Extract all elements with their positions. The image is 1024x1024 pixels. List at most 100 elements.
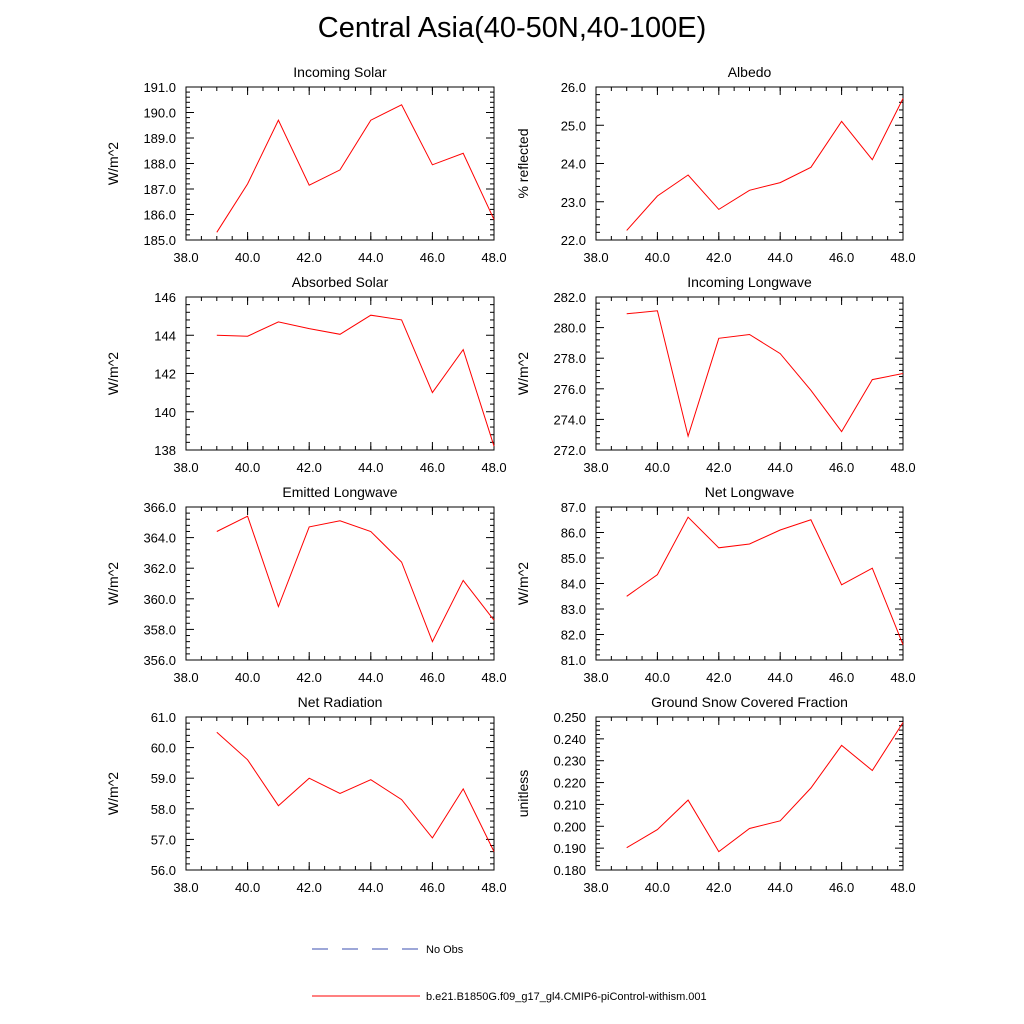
y-tick-label: 362.0 bbox=[143, 561, 176, 576]
y-tick-label: 26.0 bbox=[561, 80, 586, 95]
x-tick-label: 38.0 bbox=[173, 670, 198, 685]
plot-frame bbox=[595, 716, 904, 871]
y-tick-label: 0.210 bbox=[553, 797, 586, 812]
data-point bbox=[493, 619, 496, 622]
y-tick-label: 24.0 bbox=[561, 157, 586, 172]
y-tick-label: 25.0 bbox=[561, 118, 586, 133]
data-point bbox=[369, 314, 372, 317]
data-point bbox=[809, 518, 812, 521]
data-point bbox=[748, 189, 751, 192]
y-tick-label: 82.0 bbox=[561, 628, 586, 643]
x-tick-label: 42.0 bbox=[297, 460, 322, 475]
y-tick-label: 81.0 bbox=[561, 653, 586, 668]
data-point bbox=[840, 583, 843, 586]
data-point bbox=[748, 827, 751, 830]
chart-panel-8: Ground Snow Covered Fraction unitless 38.0… bbox=[515, 694, 916, 895]
data-point bbox=[625, 229, 628, 232]
x-tick-label: 40.0 bbox=[645, 880, 670, 895]
data-point bbox=[215, 231, 218, 234]
y-axis-label: W/m^2 bbox=[515, 562, 531, 605]
y-tick-label: 366.0 bbox=[143, 500, 176, 515]
x-tick-label: 40.0 bbox=[235, 460, 260, 475]
data-point bbox=[748, 542, 751, 545]
data-point bbox=[493, 850, 496, 853]
y-tick-label: 0.230 bbox=[553, 754, 586, 769]
series-line bbox=[626, 722, 904, 853]
data-point bbox=[246, 515, 249, 518]
plot-frame bbox=[595, 86, 904, 241]
x-tick-label: 48.0 bbox=[481, 460, 506, 475]
data-point bbox=[779, 181, 782, 184]
y-axis-label: W/m^2 bbox=[105, 772, 121, 815]
x-tick-label: 40.0 bbox=[645, 670, 670, 685]
y-tick-label: 356.0 bbox=[143, 653, 176, 668]
data-point bbox=[656, 828, 659, 831]
series-line bbox=[216, 104, 495, 233]
y-tick-label: 146 bbox=[154, 290, 176, 305]
y-tick-label: 191.0 bbox=[143, 80, 176, 95]
x-tick-label: 48.0 bbox=[890, 670, 915, 685]
data-point bbox=[400, 798, 403, 801]
x-tick-label: 44.0 bbox=[768, 250, 793, 265]
y-tick-label: 272.0 bbox=[553, 443, 586, 458]
x-tick-label: 46.0 bbox=[829, 880, 854, 895]
x-tick-label: 42.0 bbox=[297, 250, 322, 265]
data-point bbox=[339, 333, 342, 336]
chart-title: Incoming Solar bbox=[293, 64, 387, 80]
data-point bbox=[369, 530, 372, 533]
chart-title: Absorbed Solar bbox=[292, 274, 389, 290]
y-tick-label: 61.0 bbox=[151, 710, 176, 725]
x-tick-label: 48.0 bbox=[481, 250, 506, 265]
data-point bbox=[462, 348, 465, 351]
x-tick-label: 44.0 bbox=[768, 670, 793, 685]
data-point bbox=[871, 378, 874, 381]
y-axis-label: W/m^2 bbox=[105, 562, 121, 605]
y-tick-label: 0.200 bbox=[553, 819, 586, 834]
y-tick-label: 138 bbox=[154, 443, 176, 458]
y-axis-label: W/m^2 bbox=[105, 142, 121, 185]
data-point bbox=[277, 119, 280, 122]
chart-title: Net Longwave bbox=[705, 484, 795, 500]
x-tick-label: 42.0 bbox=[297, 880, 322, 895]
y-tick-label: 60.0 bbox=[151, 741, 176, 756]
y-tick-label: 23.0 bbox=[561, 195, 586, 210]
y-tick-label: 0.190 bbox=[553, 841, 586, 856]
series-line bbox=[626, 98, 904, 231]
data-point bbox=[277, 320, 280, 323]
data-point bbox=[687, 435, 690, 438]
y-tick-label: 58.0 bbox=[151, 802, 176, 817]
data-point bbox=[717, 850, 720, 853]
data-point bbox=[779, 819, 782, 822]
x-tick-label: 46.0 bbox=[420, 250, 445, 265]
x-tick-label: 46.0 bbox=[829, 250, 854, 265]
data-point bbox=[369, 778, 372, 781]
series-line bbox=[216, 731, 495, 852]
x-tick-label: 44.0 bbox=[358, 460, 383, 475]
x-tick-label: 44.0 bbox=[358, 670, 383, 685]
data-point bbox=[277, 605, 280, 608]
data-point bbox=[369, 119, 372, 122]
data-point bbox=[840, 120, 843, 123]
data-point bbox=[625, 595, 628, 598]
data-point bbox=[871, 567, 874, 570]
y-tick-label: 144 bbox=[154, 328, 176, 343]
x-tick-label: 48.0 bbox=[890, 460, 915, 475]
x-tick-label: 42.0 bbox=[297, 670, 322, 685]
data-point bbox=[431, 836, 434, 839]
data-point bbox=[308, 525, 311, 528]
y-tick-label: 274.0 bbox=[553, 412, 586, 427]
y-tick-label: 187.0 bbox=[143, 182, 176, 197]
data-point bbox=[717, 546, 720, 549]
y-tick-label: 364.0 bbox=[143, 531, 176, 546]
data-point bbox=[339, 792, 342, 795]
y-tick-label: 142 bbox=[154, 367, 176, 382]
x-tick-label: 40.0 bbox=[235, 250, 260, 265]
data-point bbox=[717, 208, 720, 211]
y-tick-label: 189.0 bbox=[143, 131, 176, 146]
data-point bbox=[902, 97, 905, 100]
data-point bbox=[625, 846, 628, 849]
x-tick-label: 44.0 bbox=[358, 880, 383, 895]
data-point bbox=[687, 173, 690, 176]
chart-title: Net Radiation bbox=[298, 694, 383, 710]
